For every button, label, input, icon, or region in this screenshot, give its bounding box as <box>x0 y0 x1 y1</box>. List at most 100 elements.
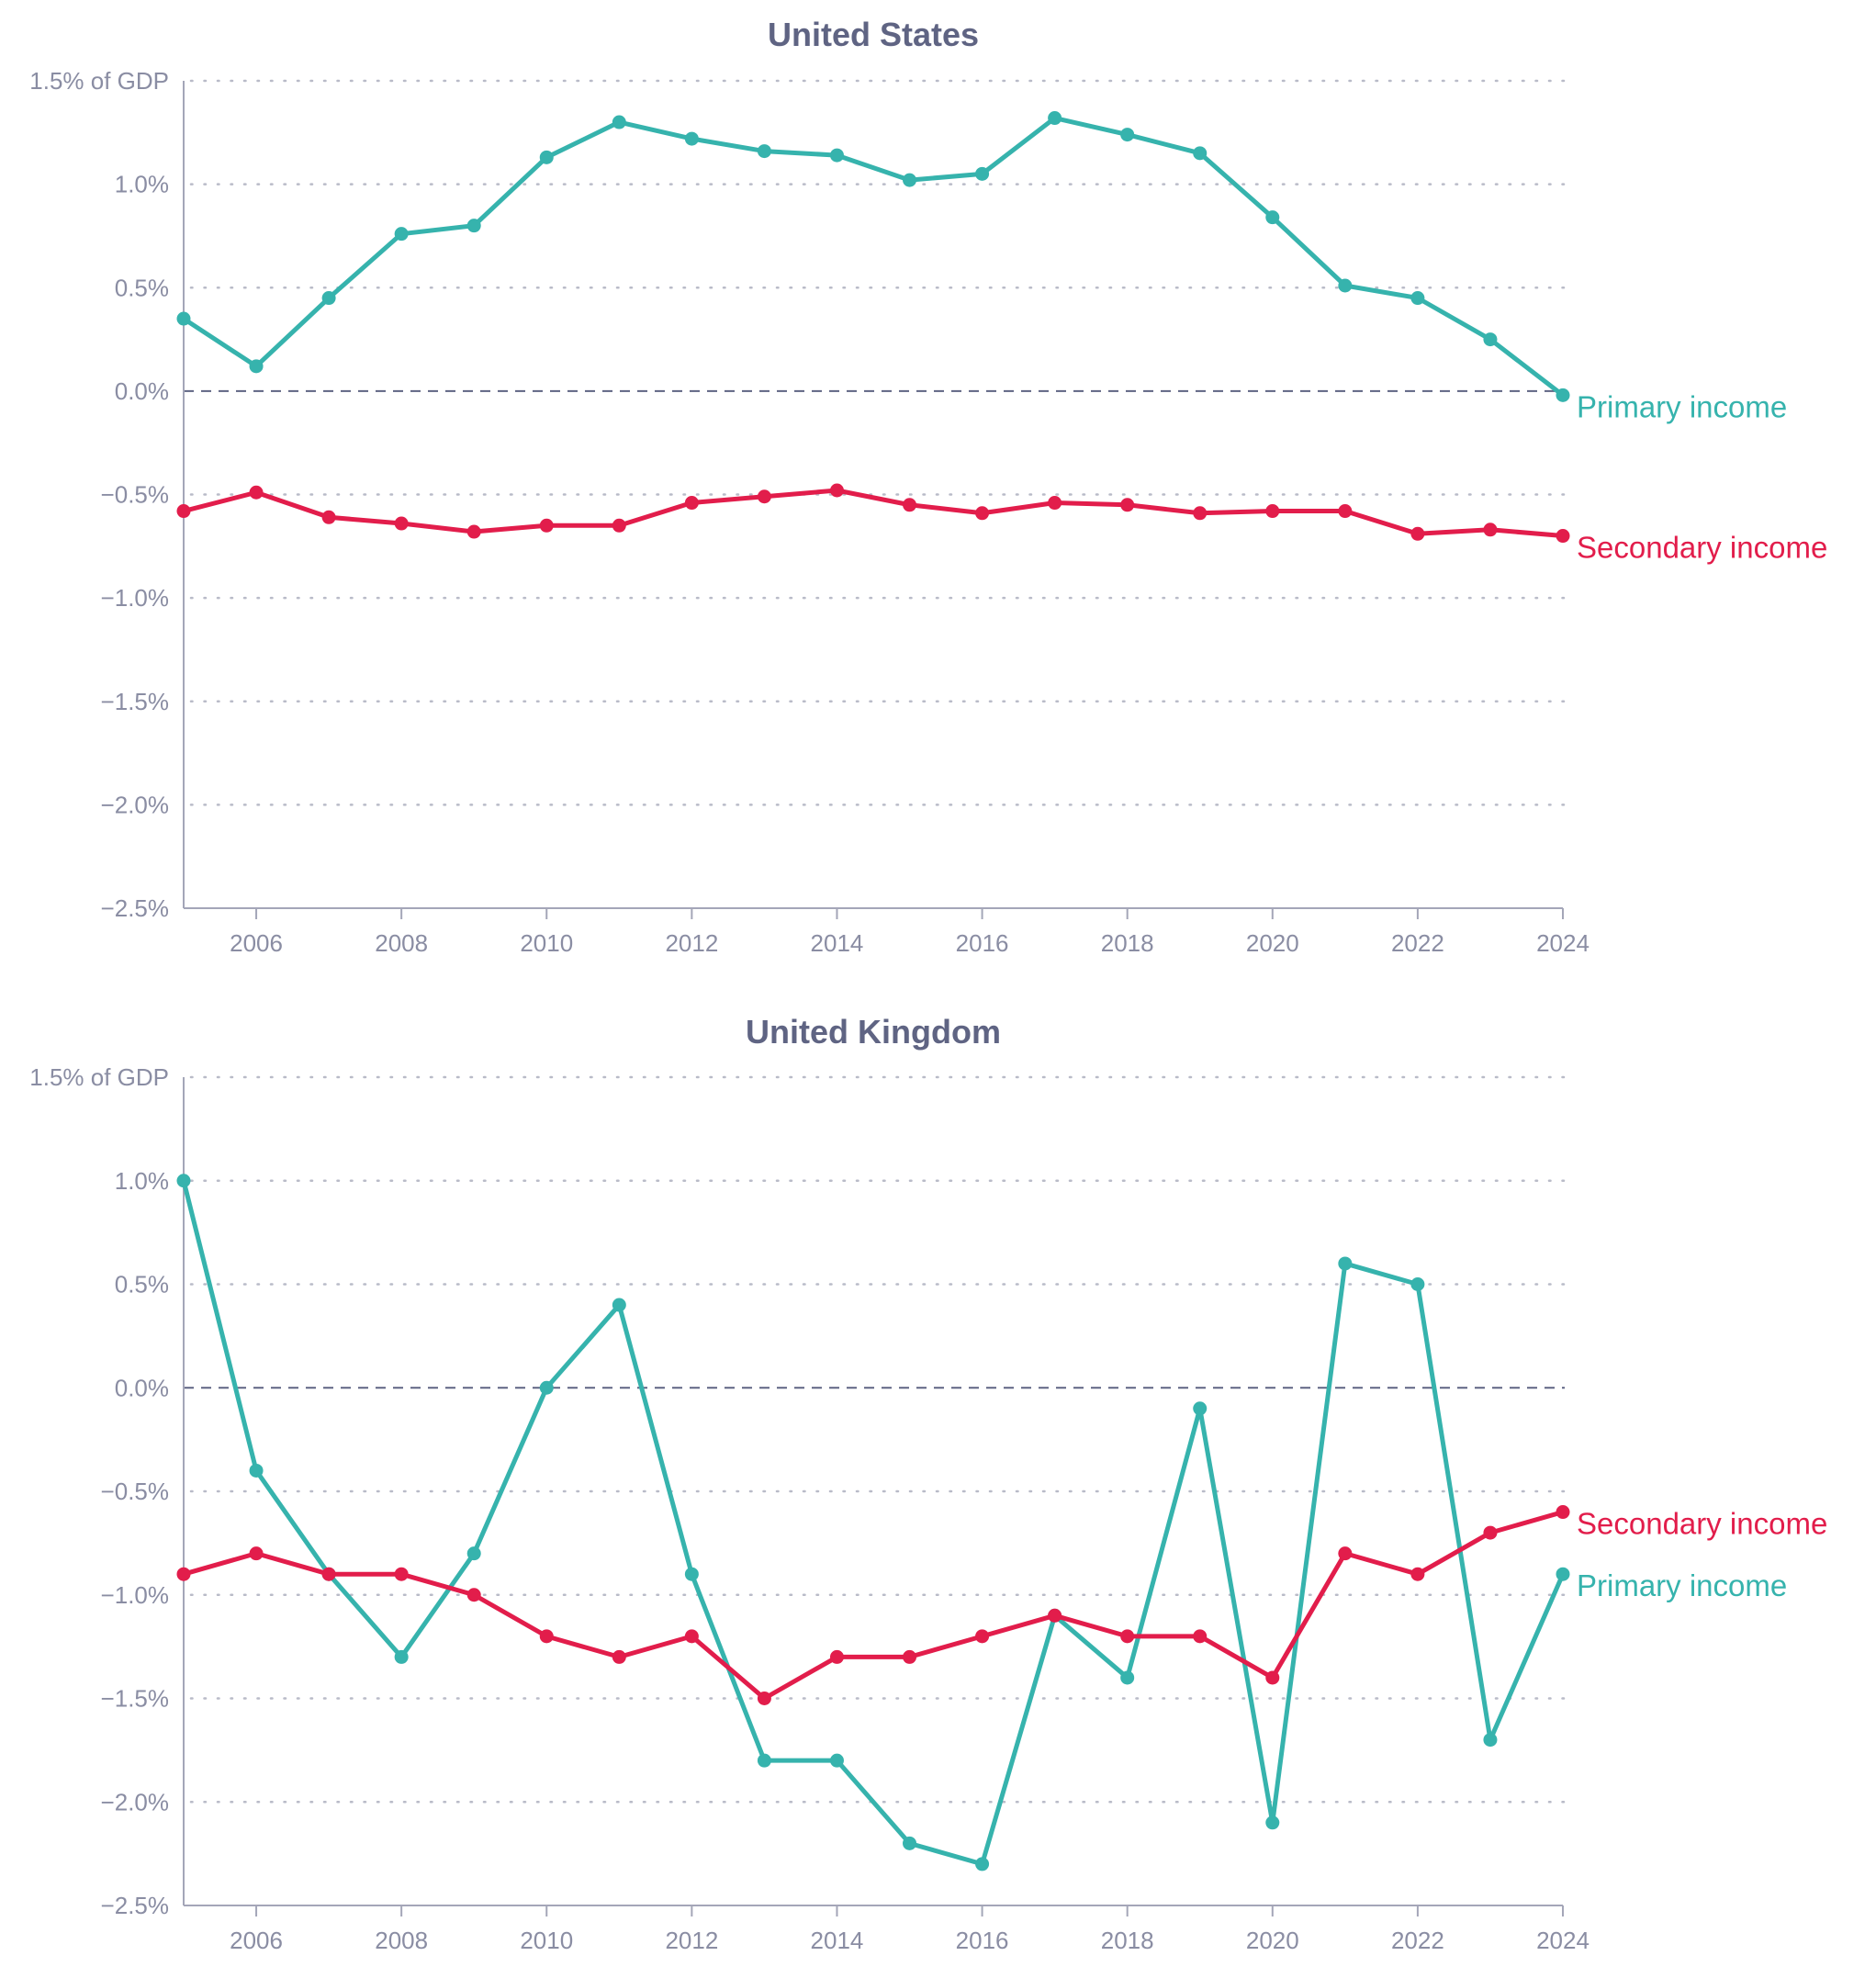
secondary-income-point <box>1410 1567 1425 1581</box>
primary-income-line <box>181 1178 1566 1867</box>
secondary-income-point <box>1410 526 1425 541</box>
primary-income-point <box>903 1836 917 1850</box>
secondary-income-point <box>1338 504 1353 519</box>
primary-income-point <box>1193 146 1208 161</box>
y-tick-label: −0.5% <box>101 1478 169 1505</box>
y-tick-label: −2.5% <box>101 1892 169 1919</box>
secondary-income-point <box>321 510 336 524</box>
secondary-income-point <box>903 1649 917 1664</box>
y-tick-label: −1.0% <box>101 584 169 612</box>
secondary-income-point <box>612 518 626 533</box>
x-tick-label: 2016 <box>956 1927 1009 1954</box>
secondary-income-point <box>1265 1670 1280 1685</box>
secondary-income-point <box>1120 1629 1135 1644</box>
primary-income-point <box>612 115 626 129</box>
secondary-income-point <box>466 524 481 539</box>
secondary-income-line <box>181 1510 1566 1701</box>
x-tick-label: 2012 <box>665 1927 718 1954</box>
x-tick-label: 2014 <box>811 929 864 957</box>
primary-income-point <box>1265 1815 1280 1830</box>
primary-income-point <box>829 148 844 163</box>
secondary-income-point <box>1193 1629 1208 1644</box>
primary-income-point <box>176 1174 191 1188</box>
primary-income-point <box>829 1753 844 1768</box>
secondary-income-point <box>829 1649 844 1664</box>
secondary-income-point <box>1048 496 1062 511</box>
chart-title: United States <box>768 16 979 53</box>
secondary-income-point <box>903 498 917 512</box>
primary-income-point <box>1265 210 1280 225</box>
y-tick-label: −1.5% <box>101 1685 169 1713</box>
primary-income-point <box>684 131 699 146</box>
primary-income-point <box>975 166 990 181</box>
primary-income-point <box>1338 278 1353 293</box>
x-tick-label: 2006 <box>230 929 283 957</box>
x-tick-label: 2006 <box>230 1927 283 1954</box>
primary-income-point <box>249 1463 264 1478</box>
x-tick-label: 2020 <box>1246 929 1299 957</box>
secondary-income-point <box>321 1567 336 1581</box>
secondary-income-point <box>975 1629 990 1644</box>
primary-income-point <box>1410 291 1425 306</box>
x-tick-label: 2022 <box>1391 1927 1444 1954</box>
primary-income-point <box>249 359 264 374</box>
secondary-income-line <box>181 488 1566 539</box>
secondary-income-point <box>394 1567 409 1581</box>
primary-income-point <box>1410 1277 1425 1291</box>
y-tick-label: −1.0% <box>101 1581 169 1609</box>
chart-title: United Kingdom <box>746 1013 1001 1051</box>
secondary-income-point <box>1556 1505 1570 1520</box>
x-tick-label: 2012 <box>665 929 718 957</box>
x-tick-label: 2016 <box>956 929 1009 957</box>
y-tick-label: 1.5% of GDP <box>29 67 169 95</box>
primary-income-point <box>757 1753 771 1768</box>
secondary-income-point <box>1193 506 1208 521</box>
primary-income-point <box>539 1380 554 1395</box>
x-tick-label: 2022 <box>1391 929 1444 957</box>
y-tick-label: −2.5% <box>101 894 169 922</box>
y-tick-label: 0.5% <box>115 274 169 301</box>
secondary-income-point <box>684 496 699 511</box>
secondary-income-point <box>1048 1608 1062 1623</box>
primary-income-point <box>1048 111 1062 126</box>
primary-income-point <box>394 227 409 242</box>
primary-income-point <box>466 219 481 233</box>
secondary-income-point <box>612 1649 626 1664</box>
y-tick-label: −2.0% <box>101 791 169 818</box>
x-tick-label: 2014 <box>811 1927 864 1954</box>
secondary-income-point <box>1483 523 1498 537</box>
primary-income-point <box>1338 1256 1353 1271</box>
y-tick-label: −1.5% <box>101 688 169 715</box>
primary-income-line <box>181 116 1566 398</box>
x-tick-label: 2020 <box>1246 1927 1299 1954</box>
primary-income-point <box>1120 1670 1135 1685</box>
x-tick-label: 2010 <box>520 929 573 957</box>
y-tick-label: 1.0% <box>115 1167 169 1195</box>
secondary-income-point <box>176 1567 191 1581</box>
chart-panel-uk: United Kingdom 1.5% of GDP 1.0% 0.5% 0.0% −0.… <box>29 1013 1827 1954</box>
secondary-income-point <box>1556 529 1570 544</box>
x-tick-label: 2018 <box>1101 929 1154 957</box>
secondary-income-point <box>1265 504 1280 519</box>
secondary-income-point <box>975 506 990 521</box>
primary-income-point <box>757 144 771 159</box>
y-tick-label: −2.0% <box>101 1788 169 1815</box>
secondary-income-point <box>249 1546 264 1561</box>
primary-income-point <box>612 1298 626 1312</box>
primary-income-point <box>176 311 191 326</box>
primary-income-point <box>1483 332 1498 347</box>
y-tick-label: 0.0% <box>115 1374 169 1401</box>
primary-income-label: Primary income <box>1577 389 1787 423</box>
primary-income-point <box>321 291 336 306</box>
x-tick-label: 2024 <box>1536 1927 1590 1954</box>
chart-panel-us: United States 1.5% of GDP 1.0% 0.5% 0.0% −0.5… <box>29 16 1827 957</box>
primary-income-point <box>466 1546 481 1561</box>
secondary-income-point <box>829 483 844 498</box>
secondary-income-point <box>757 489 771 504</box>
x-tick-label: 2018 <box>1101 1927 1154 1954</box>
x-tick-label: 2010 <box>520 1927 573 1954</box>
y-tick-label: 1.5% of GDP <box>29 1063 169 1091</box>
y-tick-label: 0.5% <box>115 1271 169 1298</box>
secondary-income-label: Secondary income <box>1577 531 1827 565</box>
